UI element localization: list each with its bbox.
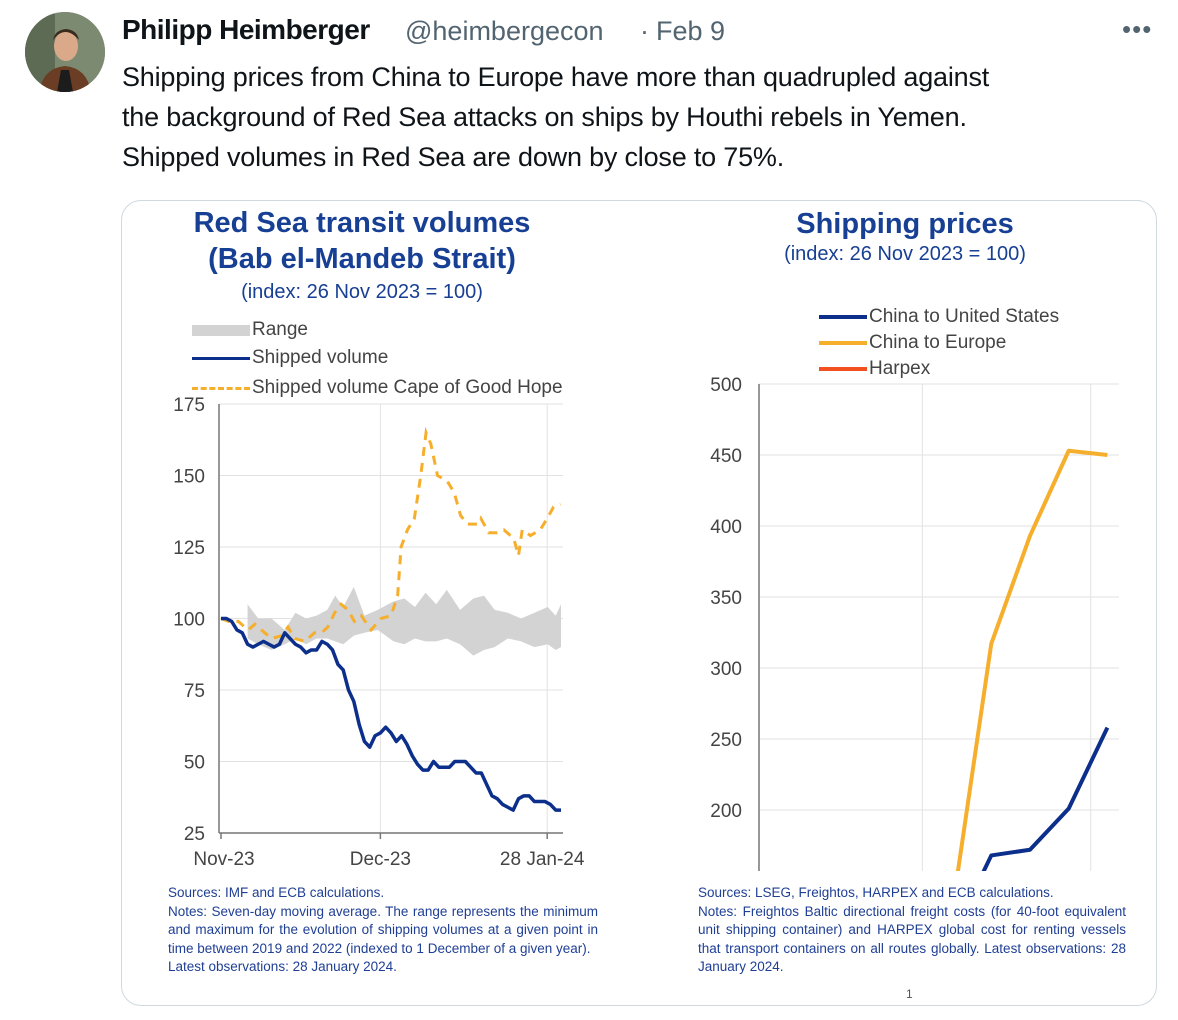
legend-swatch xyxy=(819,367,867,371)
legend-swatch xyxy=(819,315,867,319)
y-tick-label: 150 xyxy=(173,467,205,488)
note: Sources: LSEG, Freightos, HARPEX and ECB… xyxy=(698,885,1054,900)
legend-europe: China to Europe xyxy=(819,332,1006,354)
separator: · xyxy=(640,16,649,46)
page-number: 1 xyxy=(906,987,913,1001)
chart-notes-right: Sources: LSEG, Freightos, HARPEX and ECB… xyxy=(698,884,1126,977)
avatar-photo-icon xyxy=(25,12,105,92)
red-sea-volume-chart: 175 150 125 100 75 50 25 Nov-23 Dec-23 28 Jan-24 xyxy=(173,395,585,870)
author-handle[interactable]: @heimbergecon xyxy=(405,16,604,46)
legend-label: Range xyxy=(252,319,308,340)
y-tick-label: 75 xyxy=(184,681,205,702)
legend-label: Shipped volume xyxy=(252,347,389,368)
y-tick-label: 25 xyxy=(184,824,205,845)
series-line-china-to-europe xyxy=(955,448,1108,871)
y-tick-label: 100 xyxy=(173,610,205,631)
tweet-text-line: Shipped volumes in Red Sea are down by c… xyxy=(122,142,785,172)
y-tick-label: 450 xyxy=(710,446,742,467)
chart-notes-left: Sources: IMF and ECB calculations. Notes… xyxy=(168,884,598,977)
shipped-volume-line xyxy=(221,616,561,812)
legend-range: Range xyxy=(192,319,308,341)
legend-us: China to United States xyxy=(819,306,1059,328)
author-name[interactable]: Philipp Heimberger xyxy=(122,14,370,45)
y-tick-label: 50 xyxy=(184,753,205,774)
y-tick-label: 400 xyxy=(710,517,742,538)
x-tick-label: 28 Jan-24 xyxy=(500,849,585,870)
chart-subtitle: (index: 26 Nov 2023 = 100) xyxy=(784,243,1026,265)
legend-shipped: Shipped volume xyxy=(192,347,388,369)
title-line: Red Sea transit volumes xyxy=(193,207,531,239)
tweet-date[interactable]: Feb 9 xyxy=(656,16,726,46)
legend-label: Shipped volume Cape of Good Hope xyxy=(252,377,563,398)
legend-swatch xyxy=(192,356,250,360)
x-tick-label: Nov-23 xyxy=(193,849,254,870)
title-line: (Bab el-Mandeb Strait) xyxy=(208,243,516,275)
note: Latest observations: 28 January 2024. xyxy=(168,959,397,974)
shipping-prices-chart: 50045040035030025020015010050Nov-23Dec-2… xyxy=(710,375,1119,871)
y-tick-label: 300 xyxy=(710,659,742,680)
series-line-china-to-united-states xyxy=(981,726,1110,871)
tweet-text: Shipping prices from China to Europe hav… xyxy=(122,57,1162,177)
chart-title-red-sea: Red Sea transit volumes (Bab el-Mandeb S… xyxy=(142,205,582,277)
y-tick-label: 200 xyxy=(710,801,742,822)
tweet-text-line: the background of Red Sea attacks on shi… xyxy=(122,102,967,132)
legend-swatch xyxy=(192,324,250,336)
legend-swatch xyxy=(819,341,867,345)
y-tick-label: 125 xyxy=(173,538,205,559)
legend-label: Harpex xyxy=(869,358,931,379)
tweet-text-line: Shipping prices from China to Europe hav… xyxy=(122,62,990,92)
note: Notes: Freightos Baltic directional frei… xyxy=(698,903,1126,975)
legend-label: China to United States xyxy=(869,306,1060,327)
avatar[interactable] xyxy=(25,12,105,92)
legend-swatch xyxy=(192,386,250,390)
more-horizontal-icon[interactable]: ••• xyxy=(1122,14,1153,44)
chart-subtitle: (index: 26 Nov 2023 = 100) xyxy=(241,281,483,303)
note: Notes: Seven-day moving average. The ran… xyxy=(168,903,598,956)
legend-harpex: Harpex xyxy=(819,358,930,380)
y-tick-label: 500 xyxy=(710,375,742,396)
y-tick-label: 250 xyxy=(710,730,742,751)
y-tick-label: 350 xyxy=(710,588,742,609)
x-tick-label: Dec-23 xyxy=(350,849,411,870)
y-tick-label: 175 xyxy=(173,395,205,416)
cape-volume-line xyxy=(220,426,562,644)
legend-cape: Shipped volume Cape of Good Hope xyxy=(192,377,563,399)
tweet-image[interactable]: Red Sea transit volumes (Bab el-Mandeb S… xyxy=(121,200,1157,1006)
chart-title-shipping-prices: Shipping prices xyxy=(796,208,1014,240)
legend-label: China to Europe xyxy=(869,332,1007,353)
note: Sources: IMF and ECB calculations. xyxy=(168,885,385,900)
